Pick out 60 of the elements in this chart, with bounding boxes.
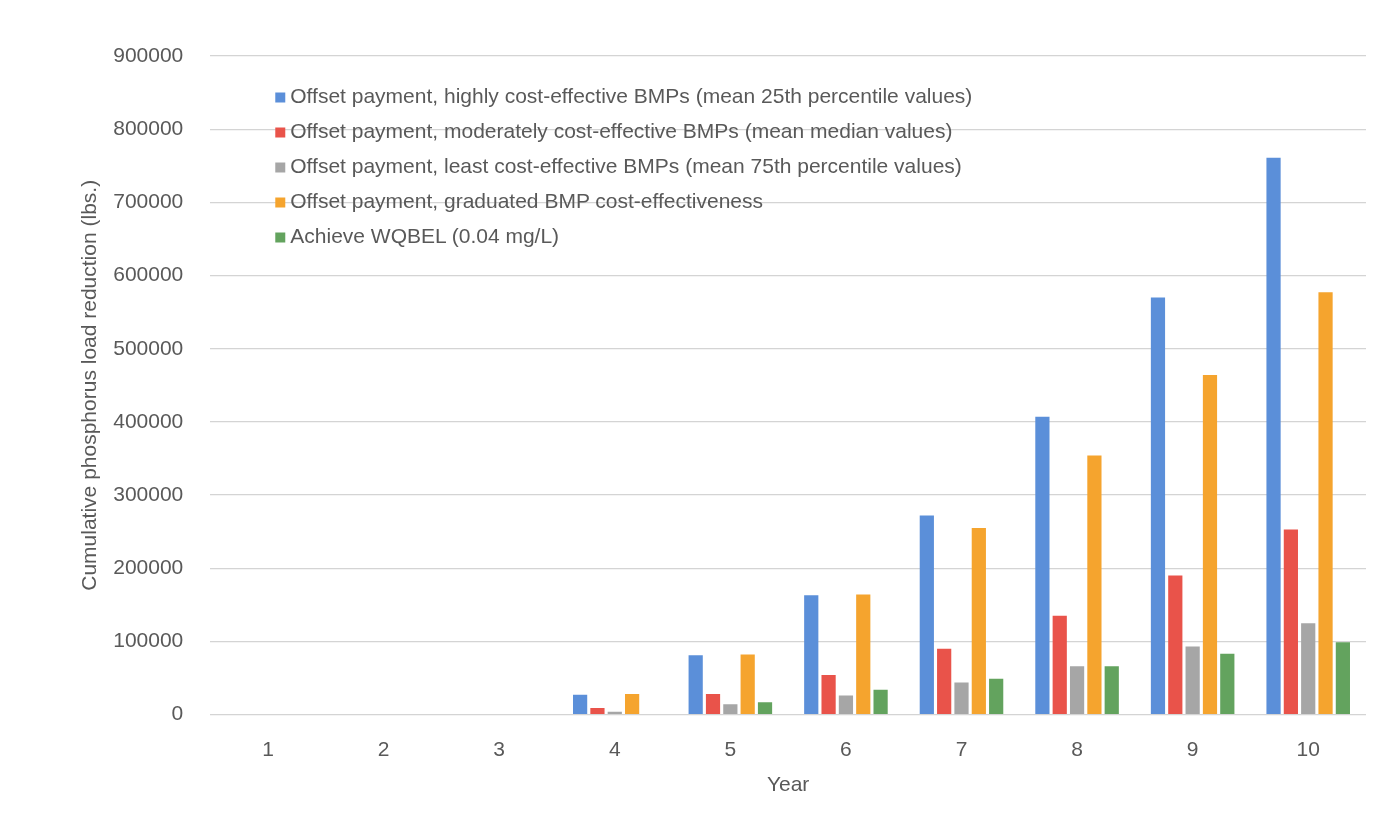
y-tick-label: 100000	[113, 628, 184, 652]
y-tick-label: 200000	[113, 555, 184, 579]
y-tick-label: 600000	[113, 262, 184, 286]
y-tick-label: 900000	[113, 42, 184, 66]
bar	[971, 528, 986, 714]
bar	[1104, 666, 1119, 714]
bar	[937, 648, 952, 714]
y-tick-label: 300000	[113, 481, 184, 505]
bar	[954, 682, 969, 714]
x-tick-label: 2	[377, 737, 390, 760]
bar	[838, 695, 854, 714]
bar	[625, 694, 640, 714]
x-tick-label: 7	[955, 737, 968, 760]
x-tick-label: 10	[1296, 737, 1320, 760]
bar	[1220, 653, 1235, 714]
y-tick-label: 400000	[113, 408, 184, 432]
x-tick-label: 9	[1186, 737, 1199, 760]
legend-label: Offset payment, graduated BMP cost-effectiveness	[290, 189, 764, 213]
bar	[1301, 623, 1316, 714]
legend-label: Offset payment, highly cost-effective BMPs (mean 25th percentile values)	[290, 84, 973, 108]
y-tick-label: 800000	[113, 115, 184, 139]
bar	[1283, 529, 1298, 714]
x-tick-label: 8	[1071, 737, 1083, 760]
x-tick-label: 5	[724, 737, 737, 760]
bar	[688, 655, 703, 714]
bar	[804, 595, 819, 714]
bar	[757, 702, 773, 714]
bar	[1087, 455, 1102, 714]
bar	[919, 515, 934, 714]
bar	[1150, 297, 1166, 714]
bar	[573, 694, 588, 714]
bar	[590, 708, 605, 714]
bar	[1335, 642, 1350, 714]
bar	[1318, 292, 1333, 714]
bar	[989, 678, 1004, 714]
bar	[740, 654, 755, 714]
bar	[1202, 375, 1218, 714]
y-tick-label: 500000	[113, 335, 184, 359]
legend-label: Achieve WQBEL (0.04 mg/L)	[290, 224, 560, 248]
legend-label: Offset payment, least cost-effective BMPs (mean 75th percentile values)	[290, 154, 962, 178]
x-tick-label: 3	[493, 737, 506, 760]
x-tick-label: 1	[262, 737, 274, 760]
y-tick-label: 0	[171, 701, 184, 725]
bar	[705, 694, 721, 714]
bar	[1168, 575, 1183, 714]
bar	[856, 594, 871, 714]
y-tick-label: 700000	[113, 189, 184, 213]
bar	[1035, 416, 1050, 714]
bar	[1052, 615, 1067, 714]
y-axis-title: Cumulative phosphorus load reduction (lbs.)	[77, 179, 101, 591]
bar	[723, 704, 738, 714]
bar	[1266, 157, 1281, 714]
bar	[1185, 646, 1200, 714]
bar	[873, 689, 888, 714]
bar	[1069, 666, 1085, 714]
x-tick-label: 4	[608, 737, 621, 760]
x-axis-title: Year	[766, 772, 810, 796]
bar	[821, 675, 836, 714]
legend-label: Offset payment, moderately cost-effective BMPs (mean median values)	[290, 119, 953, 143]
x-tick-label: 6	[840, 737, 852, 760]
